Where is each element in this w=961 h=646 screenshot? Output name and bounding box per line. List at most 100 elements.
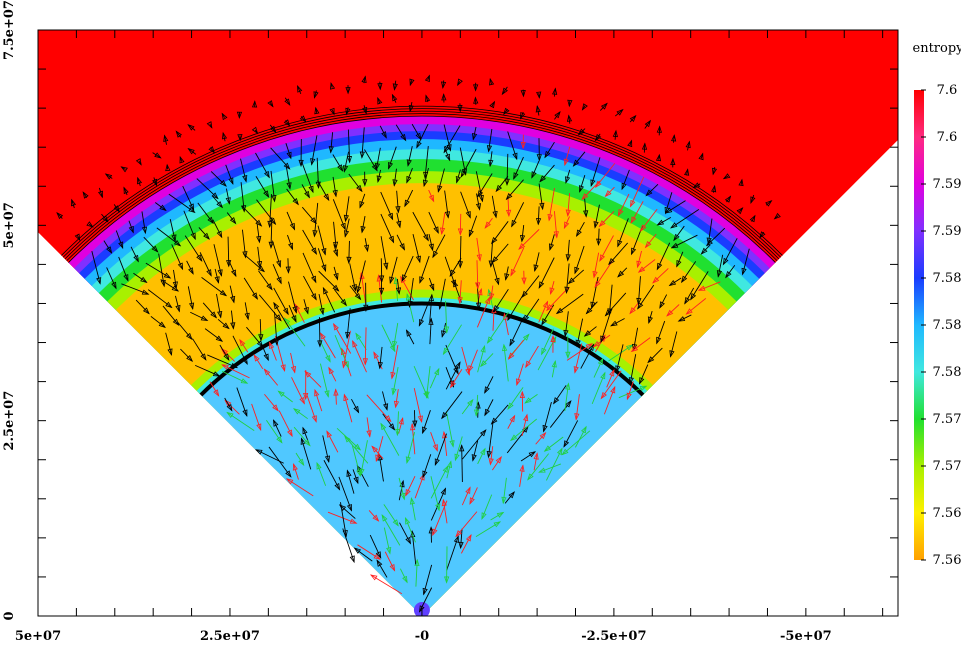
velocity-arrow — [236, 387, 248, 417]
velocity-arrowhead — [504, 178, 510, 186]
velocity-arrow — [348, 173, 363, 192]
velocity-arrowhead — [419, 276, 425, 284]
velocity-arrowhead — [96, 277, 102, 285]
velocity-arrow — [411, 123, 422, 140]
velocity-arrowhead — [563, 221, 570, 230]
velocity-arrowhead — [528, 451, 537, 458]
velocity-arrowhead — [598, 220, 606, 228]
velocity-arrow — [664, 192, 673, 214]
velocity-arrowhead — [563, 158, 569, 167]
velocity-arrowhead — [592, 270, 598, 279]
velocity-arrowhead — [219, 289, 228, 297]
velocity-arrowhead — [263, 368, 271, 376]
velocity-arrowhead — [263, 353, 269, 362]
velocity-arrow — [419, 255, 430, 283]
velocity-arrowhead — [553, 231, 559, 239]
velocity-arrowhead — [738, 178, 744, 187]
velocity-arrowhead — [324, 390, 330, 398]
velocity-arrow — [339, 504, 356, 519]
y-tick-label: 7.5e+07 — [2, 0, 17, 60]
velocity-arrowhead — [493, 304, 500, 313]
velocity-arrowhead — [206, 269, 212, 277]
velocity-arrow — [366, 417, 371, 437]
velocity-arrowhead — [289, 222, 296, 231]
velocity-arrow — [460, 191, 471, 218]
velocity-arrowhead — [508, 491, 515, 499]
velocity-arrowhead — [399, 479, 405, 488]
velocity-arrowhead — [292, 306, 298, 314]
velocity-arrowhead — [258, 334, 264, 342]
velocity-arrowhead — [74, 233, 81, 242]
velocity-arrowhead — [321, 248, 327, 256]
velocity-arrowhead — [333, 249, 339, 257]
velocity-arrow — [549, 234, 555, 251]
velocity-arrowhead — [345, 87, 351, 95]
velocity-arrowhead — [212, 371, 221, 377]
velocity-arrow — [698, 281, 721, 291]
velocity-arrowhead — [388, 423, 396, 431]
velocity-arrowhead — [561, 448, 569, 456]
velocity-arrow — [293, 426, 311, 446]
velocity-arrowhead — [507, 402, 514, 410]
velocity-arrow — [678, 314, 692, 322]
velocity-arrowhead — [563, 440, 570, 448]
velocity-arrow — [343, 151, 350, 172]
velocity-arrow — [222, 364, 250, 379]
velocity-arrow — [241, 229, 247, 258]
velocity-arrow — [251, 403, 262, 431]
velocity-arrow — [574, 343, 583, 373]
velocity-arrow — [491, 221, 509, 244]
velocity-arrowhead — [298, 458, 305, 467]
velocity-arrowhead — [604, 190, 612, 198]
velocity-arrow — [313, 90, 317, 98]
velocity-arrowhead — [215, 335, 224, 342]
velocity-arrowhead — [282, 307, 289, 316]
velocity-arrow — [103, 240, 112, 254]
velocity-arrowhead — [647, 356, 655, 364]
velocity-arrowhead — [440, 487, 446, 495]
velocity-arrowhead — [594, 133, 602, 142]
velocity-arrow — [553, 88, 556, 97]
velocity-arrow — [216, 293, 222, 318]
velocity-arrowhead — [494, 277, 500, 286]
velocity-arrow — [368, 510, 379, 522]
velocity-arrow — [476, 193, 481, 210]
velocity-arrow — [599, 235, 614, 262]
velocity-arrow — [491, 195, 497, 218]
velocity-arrowhead — [213, 389, 220, 397]
velocity-arrowhead — [578, 185, 584, 193]
velocity-arrowhead — [501, 87, 508, 96]
velocity-arrowhead — [384, 415, 392, 423]
velocity-arrowhead — [636, 297, 642, 306]
velocity-arrowhead — [330, 82, 336, 90]
velocity-arrowhead — [480, 344, 486, 353]
velocity-arrow — [413, 410, 416, 427]
velocity-arrowhead — [251, 126, 259, 135]
velocity-arrowhead — [203, 232, 210, 240]
velocity-arrow — [272, 264, 282, 284]
velocity-arrowhead — [223, 353, 230, 361]
velocity-arrowhead — [188, 206, 196, 214]
velocity-arrow — [461, 487, 471, 506]
x-tick-label: -2.5e+07 — [581, 629, 646, 644]
velocity-arrow — [446, 461, 452, 479]
velocity-arrow — [543, 402, 552, 432]
velocity-arrowhead — [371, 445, 379, 453]
velocity-arrowhead — [565, 176, 571, 184]
velocity-arrowhead — [333, 388, 339, 396]
velocity-arrowhead — [525, 360, 532, 369]
velocity-arrow — [141, 211, 146, 234]
velocity-arrowhead — [256, 261, 263, 269]
velocity-arrowhead — [372, 514, 380, 522]
wedge-field — [38, 30, 898, 616]
velocity-arrowhead — [504, 273, 510, 281]
velocity-arrowhead — [479, 429, 487, 437]
velocity-arrow — [490, 512, 504, 521]
velocity-arrow — [633, 327, 639, 351]
velocity-arrowhead — [171, 234, 177, 243]
velocity-arrowhead — [392, 83, 398, 91]
velocity-arrowhead — [217, 310, 223, 319]
velocity-arrow — [563, 216, 570, 229]
velocity-arrow — [506, 179, 524, 200]
velocity-arrow — [565, 169, 571, 183]
